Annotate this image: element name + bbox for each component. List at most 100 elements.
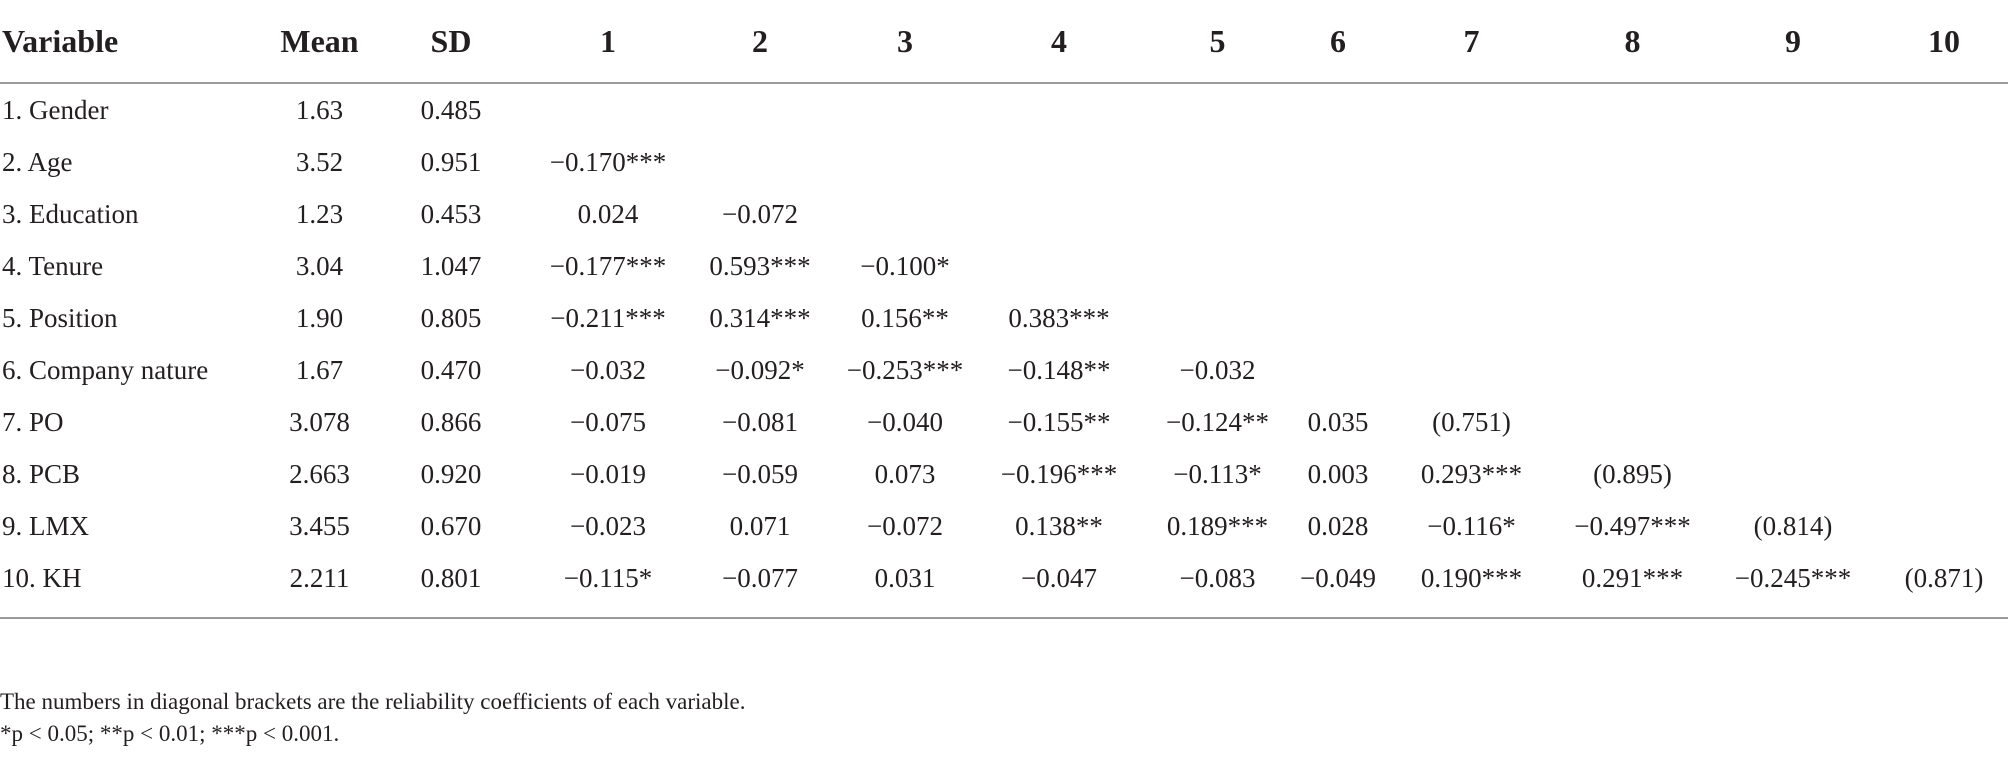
header-col-4: 4 [975,0,1143,84]
table-cell [1559,344,1706,396]
table-cell [975,188,1143,240]
table-cell: −0.040 [867,406,943,437]
table-cell: 0.593*** [709,250,811,281]
table-cell [1880,344,2008,396]
table-cell: 0.028 [1307,510,1369,541]
table-cell: 3.455 [289,510,350,541]
row-label: 5. Position [2,302,118,333]
table-cell: 0.293*** [1420,458,1523,489]
table-cell: −0.032 [570,354,646,385]
table-cell: −0.245*** [1734,562,1852,593]
table-cell: −0.047 [1021,562,1097,593]
header-col-2: 2 [685,0,835,84]
table-cell: −0.148** [1007,354,1111,385]
table-cell: 0.866 [420,406,482,437]
row-label: 8. PCB [2,458,81,489]
table-row: 8. PCB 2.663 0.920 −0.019 −0.059 0.073 −0.196*… [0,448,2008,500]
header-col-6: 6 [1292,0,1384,84]
table-cell: 1.63 [295,94,344,125]
reliability-note: The numbers in diagonal brackets are the… [0,689,746,714]
table-cell: 0.138** [1015,510,1103,541]
table-cell: (0.871) [1904,562,1984,593]
table-cell [1143,83,1292,136]
significance-note: *p < 0.05; **p < 0.01; ***p < 0.001. [0,721,340,746]
table-cell [1880,396,2008,448]
correlation-table: Variable Mean SD 1 2 3 4 5 6 7 8 9 10 1. Gender 1.63 0… [0,0,2008,619]
table-cell: 0.071 [729,510,791,541]
table-cell: 0.805 [420,302,482,333]
table-cell: −0.081 [722,406,798,437]
table-cell: 0.383*** [1008,302,1110,333]
table-cell [1706,396,1880,448]
table-cell: −0.019 [570,458,646,489]
table-cell: 3.52 [295,146,344,177]
table-cell [1384,136,1559,188]
table-cell: 3.04 [295,250,344,281]
header-col-10: 10 [1880,0,2008,84]
table-cell [1559,396,1706,448]
table-row: 2. Age 3.52 0.951 −0.170*** [0,136,2008,188]
table-cell [975,136,1143,188]
table-cell [1384,188,1559,240]
table-cell [1292,344,1384,396]
table-cell: (0.814) [1753,510,1833,541]
table-cell: −0.072 [867,510,943,541]
table-header: Variable Mean SD 1 2 3 4 5 6 7 8 9 10 [0,0,2008,84]
table-cell [835,83,975,136]
table-cell: 0.291*** [1581,562,1684,593]
table-cell: −0.072 [722,198,798,229]
table-cell: 0.801 [420,562,482,593]
header-mean: Mean [268,0,371,84]
table-cell: 0.156** [861,302,949,333]
header-col-9: 9 [1706,0,1880,84]
table-cell: 1.67 [295,354,344,385]
table-cell [1292,188,1384,240]
table-cell [1292,292,1384,344]
table-cell: −0.113* [1173,458,1262,489]
table-body: 1. Gender 1.63 0.485 2. Age 3.52 0.951 −0.170*… [0,83,2008,619]
table-cell [1143,136,1292,188]
table-cell: −0.059 [722,458,798,489]
table-cell: −0.124** [1166,406,1269,437]
header-col-8: 8 [1559,0,1706,84]
table-cell: (0.751) [1432,406,1511,437]
table-row: 3. Education 1.23 0.453 0.024 −0.072 [0,188,2008,240]
header-col-5: 5 [1143,0,1292,84]
table-cell: 0.470 [420,354,482,385]
table-cell [835,136,975,188]
table-row: 9. LMX 3.455 0.670 −0.023 0.071 −0.072 0.138**… [0,500,2008,552]
table-row: 4. Tenure 3.04 1.047 −0.177*** 0.593*** −0.10… [0,240,2008,292]
table-cell: −0.049 [1300,562,1376,593]
table-cell [1706,240,1880,292]
table-cell [1559,136,1706,188]
table-cell [1880,136,2008,188]
table-cell: −0.077 [722,562,798,593]
row-label: 9. LMX [2,510,89,541]
table-cell [975,83,1143,136]
table-bottom-rule [0,604,2008,619]
table-cell [685,136,835,188]
table-row: 10. KH 2.211 0.801 −0.115* −0.077 0.031 −0.047… [0,552,2008,604]
table-cell [1880,188,2008,240]
table-cell [975,240,1143,292]
header-col-3: 3 [835,0,975,84]
header-col-1: 1 [531,0,685,84]
table-cell [1143,188,1292,240]
row-label: 3. Education [2,198,139,229]
table-cell [1384,344,1559,396]
table-cell [1292,240,1384,292]
table-cell [1559,292,1706,344]
table-cell: 1.90 [295,302,344,333]
table-cell [1880,500,2008,552]
header-row: Variable Mean SD 1 2 3 4 5 6 7 8 9 10 [0,0,2008,84]
row-label: 4. Tenure [2,250,104,281]
table-cell: (0.895) [1593,458,1672,489]
table-cell [1384,240,1559,292]
table-cell: −0.497*** [1574,510,1691,541]
correlation-table-container: Variable Mean SD 1 2 3 4 5 6 7 8 9 10 1. Gender 1.63 0… [0,0,2008,619]
table-cell [1706,292,1880,344]
table-cell [1384,292,1559,344]
table-cell [1880,83,2008,136]
table-cell: 0.190*** [1420,562,1523,593]
table-cell [685,83,835,136]
